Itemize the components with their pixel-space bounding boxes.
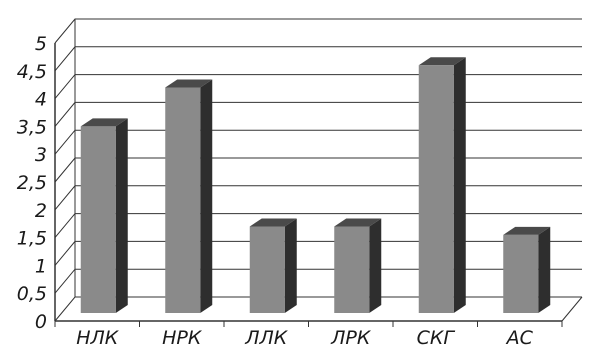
gridline [54,268,582,294]
bar-top [80,118,128,127]
bar-side [538,226,551,313]
floor-right-edge [561,296,583,322]
y-tick-label: 3,5 [17,116,47,138]
bar-front [334,226,370,313]
gridline [54,296,582,322]
bar-top [334,218,382,227]
bars [80,57,551,314]
x-axis-ticks: НЛК НРК ЛЛК ЛРК СКГ АС [54,321,563,349]
bar-side [284,218,297,313]
gridline [54,157,582,183]
bar [249,218,297,313]
bar-front [418,65,454,314]
y-tick-label: 1 [35,255,47,277]
bar [334,218,382,313]
bar [80,118,128,314]
grid [54,18,582,322]
bar-top [503,226,551,235]
x-tick-label: НЛК [76,327,120,349]
bar-side [453,57,466,313]
bar-top [249,218,297,227]
y-tick-label: 4,5 [17,61,47,83]
gridline [54,101,582,127]
bar-top [165,79,213,88]
y-tick-label: 0,5 [17,283,47,305]
x-tick-label: ЛЛК [244,327,289,349]
gridline [54,185,582,211]
x-tick-label: СКГ [417,327,456,349]
bar [165,79,213,313]
bar-front [503,234,539,313]
gridline [54,129,582,155]
x-tick-label: АС [505,327,534,349]
bar [418,57,466,314]
bar-front [249,226,285,313]
y-tick-label: 3 [35,144,47,166]
bar-front [80,126,116,314]
gridline [54,46,582,72]
y-tick-label: 2,5 [17,172,47,194]
gridline [54,240,582,266]
gridline [54,18,582,44]
y-tick-label: 0 [35,311,47,333]
bar-side [369,218,382,313]
y-axis-ticks: 0 0,5 1 1,5 2 2,5 3 3,5 4 4,5 5 [17,33,47,333]
bar-front [165,87,201,313]
bar-side [200,79,213,313]
axes [54,19,583,322]
bar-top [418,57,466,66]
y-tick-label: 1,5 [17,228,47,250]
x-tick-label: ЛРК [330,327,372,349]
gridline [54,213,582,238]
bar [503,226,551,313]
bar-side [115,118,128,314]
y-tick-label: 4 [35,89,47,111]
y-tick-label: 5 [35,33,47,55]
gridline [54,74,582,99]
x-tick-label: НРК [162,327,203,349]
y-tick-label: 2 [35,200,47,222]
